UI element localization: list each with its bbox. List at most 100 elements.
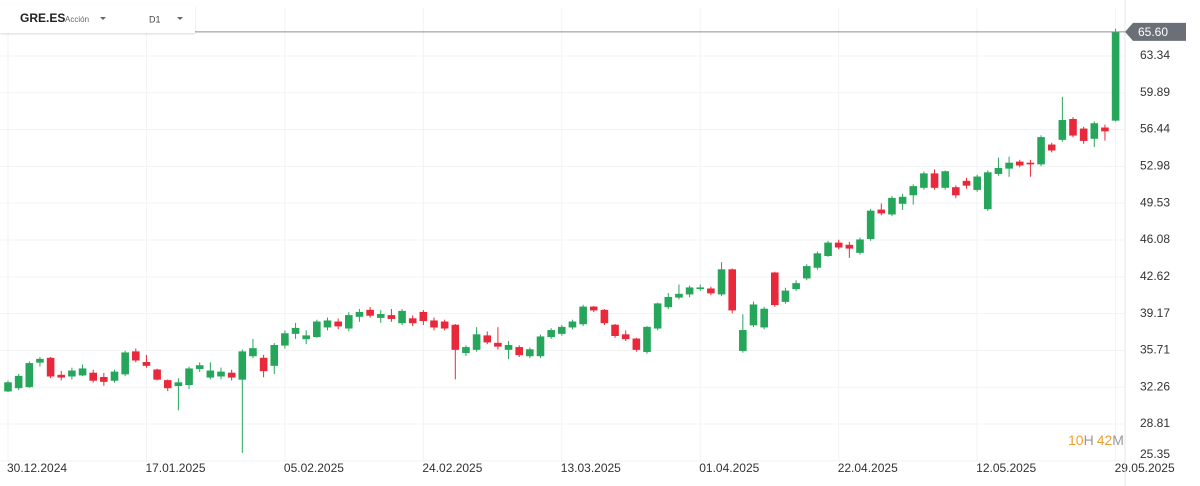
candle-body <box>387 315 396 319</box>
y-tick-label: 25.35 <box>1140 447 1170 461</box>
candle-body <box>281 333 289 346</box>
candle-body <box>36 358 44 363</box>
candle-body <box>313 321 321 338</box>
candle-body <box>430 320 438 328</box>
candle-body <box>483 335 492 343</box>
candle-body <box>462 347 470 354</box>
candle-body <box>270 344 279 366</box>
y-tick-label: 52.98 <box>1140 159 1170 173</box>
candle-body <box>174 382 183 387</box>
timer-m: M <box>1112 432 1124 448</box>
candle-body <box>952 187 960 196</box>
candle-body <box>994 168 1003 174</box>
candle-body <box>962 180 971 186</box>
y-tick-label: 42.62 <box>1140 269 1170 283</box>
timer: 10H 42M <box>1068 432 1124 448</box>
candle-body <box>1090 123 1099 139</box>
x-tick-label: 30.12.2024 <box>7 461 67 475</box>
candle-body <box>760 308 768 328</box>
candle-body <box>249 348 257 357</box>
candle-body <box>653 303 662 329</box>
candle-body <box>494 342 502 347</box>
candle-body <box>632 338 641 350</box>
candle-body <box>132 351 140 361</box>
candle-body <box>589 306 598 311</box>
candle-body <box>334 321 342 327</box>
candle-body <box>813 253 822 268</box>
candle-body <box>792 283 800 290</box>
y-tick-label: 28.81 <box>1140 416 1170 430</box>
y-tick-label: 63.34 <box>1140 48 1170 62</box>
candle-body <box>600 309 609 324</box>
candle-body <box>973 176 981 190</box>
x-tick-label: 12.05.2025 <box>976 461 1036 475</box>
candle-body <box>472 334 481 350</box>
candle-body <box>291 327 300 334</box>
timeframe[interactable]: D1 <box>149 14 161 24</box>
candle-body <box>845 244 854 249</box>
candle-body <box>643 326 651 352</box>
candle-body <box>547 330 555 338</box>
candle-body <box>526 349 534 357</box>
candle-body <box>930 173 939 188</box>
instrument-kind: Acción <box>65 15 89 24</box>
candle-body <box>728 269 737 311</box>
candle-body <box>25 363 34 388</box>
candle-body <box>983 172 992 210</box>
candle-body <box>366 309 374 316</box>
candle-body <box>685 287 694 295</box>
x-tick-label: 24.02.2025 <box>422 461 482 475</box>
dropdown-arrow[interactable] <box>177 17 183 20</box>
candle-body <box>515 347 524 356</box>
candle-body <box>1005 162 1013 169</box>
candle-body <box>1015 161 1024 166</box>
candle-body <box>89 372 97 381</box>
x-tick-label: 01.04.2025 <box>699 461 759 475</box>
candle-body <box>238 351 247 380</box>
candle-body <box>611 324 619 336</box>
candle-body <box>1101 127 1109 132</box>
candle-body <box>100 376 108 382</box>
dropdown-arrow[interactable] <box>100 17 106 20</box>
y-tick-label: 32.26 <box>1140 379 1170 393</box>
candle-body <box>717 269 726 295</box>
candle-body <box>834 242 843 248</box>
candle-body <box>1047 144 1056 151</box>
candle-body <box>675 293 683 298</box>
candle-body <box>802 266 811 279</box>
candle-body <box>121 352 129 375</box>
candle-body <box>504 344 513 350</box>
candle-body <box>68 370 76 377</box>
candle-body <box>941 171 950 188</box>
candle-body <box>440 321 449 329</box>
x-tick-label: 17.01.2025 <box>145 461 205 475</box>
candle-body <box>781 290 790 302</box>
candle-body <box>14 375 23 389</box>
y-tick-label: 35.71 <box>1140 343 1170 357</box>
candle-body <box>1026 162 1035 165</box>
candle-body <box>302 335 311 340</box>
candle-body <box>1069 118 1077 136</box>
candle-body <box>195 365 204 370</box>
y-tick-label: 59.89 <box>1140 85 1170 99</box>
candle-body <box>877 209 886 214</box>
y-tick-label: 46.08 <box>1140 232 1170 246</box>
candle-body <box>259 357 268 372</box>
candle-body <box>1111 31 1120 121</box>
candle-body <box>664 297 673 308</box>
candle-body <box>227 372 236 378</box>
y-tick-label: 49.53 <box>1140 195 1170 209</box>
candle-body <box>824 242 832 257</box>
candle-body <box>770 272 779 306</box>
candle-body <box>536 336 545 357</box>
candle-body <box>142 362 151 366</box>
candle-body <box>579 306 587 325</box>
candle-body <box>568 321 577 328</box>
candle-body <box>888 197 896 215</box>
last-price-label: 65.60 <box>1138 25 1168 39</box>
candle-body <box>909 186 918 196</box>
candle-body <box>376 314 385 318</box>
symbol[interactable]: GRE.ES <box>20 11 65 25</box>
timer-minutes: 42 <box>1097 432 1113 448</box>
